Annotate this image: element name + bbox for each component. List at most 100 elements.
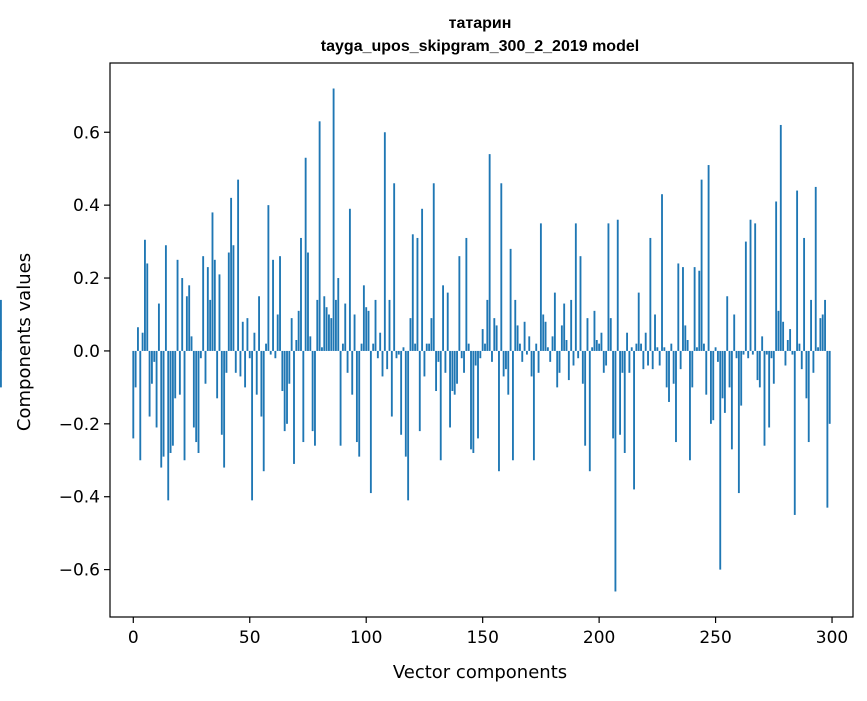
bar (234, 350, 237, 373)
bar (509, 248, 512, 351)
bar (372, 343, 375, 351)
bar (300, 237, 302, 351)
bar (239, 350, 242, 377)
bar (512, 350, 514, 461)
bar (521, 350, 524, 362)
bar (549, 350, 552, 362)
bar (707, 165, 710, 351)
bar (325, 307, 328, 351)
bar (309, 336, 312, 351)
bar (465, 237, 468, 351)
bar (255, 350, 258, 395)
bar (346, 350, 349, 373)
bar (216, 350, 219, 399)
bar (735, 350, 738, 359)
bar (696, 347, 698, 351)
bar (703, 343, 705, 351)
bar (567, 350, 570, 381)
bar (351, 350, 354, 395)
bar (537, 350, 540, 373)
bar (560, 325, 563, 351)
bar (237, 179, 240, 351)
bar (721, 350, 724, 399)
bar (162, 350, 165, 457)
bar (514, 299, 517, 351)
bar (761, 336, 764, 351)
bar (805, 350, 808, 399)
bar (360, 343, 363, 351)
bar (383, 132, 386, 351)
bar (451, 350, 454, 392)
bar (230, 197, 233, 351)
bar (742, 350, 745, 355)
bar (619, 350, 622, 435)
bar (197, 350, 200, 453)
bar (502, 350, 505, 377)
y-tick-label: 0.4 (73, 196, 100, 216)
bar (442, 285, 444, 351)
bar (484, 343, 486, 351)
bar (400, 350, 403, 435)
bar (730, 350, 733, 450)
bar (358, 350, 361, 457)
bar (137, 327, 139, 351)
bar (332, 88, 335, 351)
bar (530, 350, 533, 377)
bar (670, 343, 673, 351)
bar (770, 350, 773, 359)
x-axis-label: Vector components (393, 662, 567, 683)
x-tick-label: 0 (128, 628, 139, 648)
bar (144, 239, 146, 351)
bar (574, 223, 577, 351)
bar (826, 350, 829, 508)
bar (423, 350, 426, 377)
bar (251, 350, 254, 501)
bar (227, 252, 230, 351)
bar (281, 350, 284, 392)
y-tick-label: −0.4 (59, 488, 100, 508)
bar (274, 350, 277, 359)
bar (397, 350, 400, 355)
bar (519, 343, 521, 351)
bar (712, 350, 715, 421)
bar (335, 299, 337, 351)
x-tick-label: 250 (699, 628, 731, 648)
bar (225, 350, 228, 373)
bar (591, 347, 594, 351)
y-tick-label: −0.6 (59, 561, 100, 581)
bar (188, 285, 191, 351)
bar (786, 340, 789, 351)
bar (516, 325, 519, 351)
bar (141, 332, 144, 351)
bar (248, 350, 251, 359)
bar (178, 350, 181, 395)
bar (612, 350, 615, 439)
bar (258, 296, 260, 351)
bar (160, 350, 163, 468)
bar (684, 325, 687, 351)
bar (267, 205, 270, 351)
bar (213, 259, 216, 351)
bar (432, 183, 435, 351)
bar (321, 347, 323, 351)
bar (609, 318, 612, 351)
bar (577, 350, 580, 359)
chart-subtitle: tayga_upos_skipgram_300_2_2019 model (321, 38, 639, 55)
bar (192, 350, 195, 428)
y-tick-label: −0.2 (59, 415, 100, 435)
bar (453, 350, 456, 395)
bar (584, 350, 587, 446)
bar (318, 121, 321, 351)
bar (344, 303, 347, 351)
bar (293, 350, 295, 464)
bar (253, 332, 256, 351)
bar (768, 350, 771, 428)
bar (498, 350, 500, 472)
bar (376, 350, 379, 359)
bar (155, 350, 158, 428)
bar (621, 350, 624, 373)
bar (297, 310, 300, 351)
bar (491, 350, 493, 362)
bar (439, 350, 442, 461)
